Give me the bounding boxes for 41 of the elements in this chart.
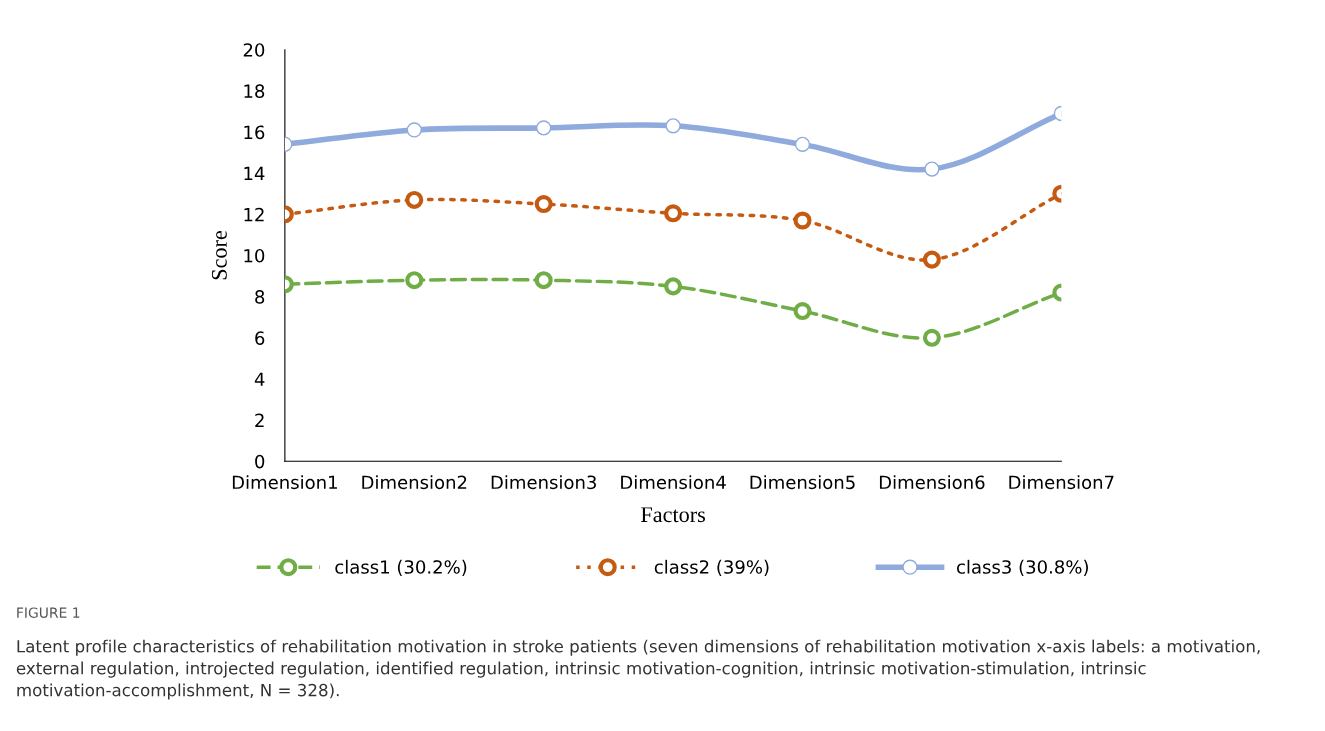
point — [534, 271, 553, 290]
y-tick-label: 10 — [244, 248, 265, 263]
point — [794, 136, 811, 153]
y-tick-label: 18 — [244, 84, 265, 98]
y-tick-label: 12 — [244, 207, 264, 222]
x-tick-label: Dimension3 — [491, 475, 596, 490]
point — [793, 302, 812, 321]
point — [405, 271, 424, 290]
y-tick-label: 20 — [243, 43, 265, 57]
y-tick-label: 2 — [255, 413, 264, 427]
x-tick-label: Dimension2 — [362, 475, 467, 490]
point — [924, 161, 940, 177]
text: external regulation, introjected regulation, identified regulation, intrinsic motivation-cognition, intrinsic motivation-stimulation, intrinsic — [16, 661, 1146, 678]
point — [664, 204, 683, 223]
y-tick-label: 6 — [255, 331, 265, 345]
legend-label: class3 (30.8%) — [957, 559, 1088, 576]
x-tick-label: Dimension5 — [750, 475, 855, 490]
point — [793, 211, 812, 230]
y-tick-label: 4 — [254, 372, 265, 386]
text: Latent profile characteristics of rehabilitation motivation in stroke patients (seven dimensions of rehabilitation motivation x-axis labels: a motivation, — [17, 639, 1260, 656]
point — [405, 190, 424, 209]
x-tick-label: Dimension7 — [1009, 475, 1114, 490]
y-tick-label: 0 — [255, 454, 265, 469]
legend-label: class1 (30.2%) — [335, 559, 467, 576]
x-tick-label: Dimension1 — [232, 475, 337, 490]
x-tick-label: Dimension6 — [879, 475, 985, 490]
point — [664, 277, 683, 296]
x-tick-label: Dimension4 — [621, 475, 726, 490]
point — [922, 328, 941, 347]
y-tick-label: 8 — [255, 290, 265, 304]
text: motivation-accomplishment, N = 328). — [17, 683, 339, 700]
caption: FIGURE 1 — [17, 607, 80, 618]
y-tick-label: 14 — [244, 166, 265, 181]
point — [922, 250, 941, 269]
point — [534, 195, 553, 214]
point — [665, 118, 681, 134]
y-tick-label: 16 — [244, 125, 265, 140]
x-axis-title: Factors — [641, 507, 705, 523]
legend-label: class2 (39%) — [654, 559, 769, 576]
point — [536, 120, 552, 136]
y-axis-title: Score — [211, 230, 227, 280]
